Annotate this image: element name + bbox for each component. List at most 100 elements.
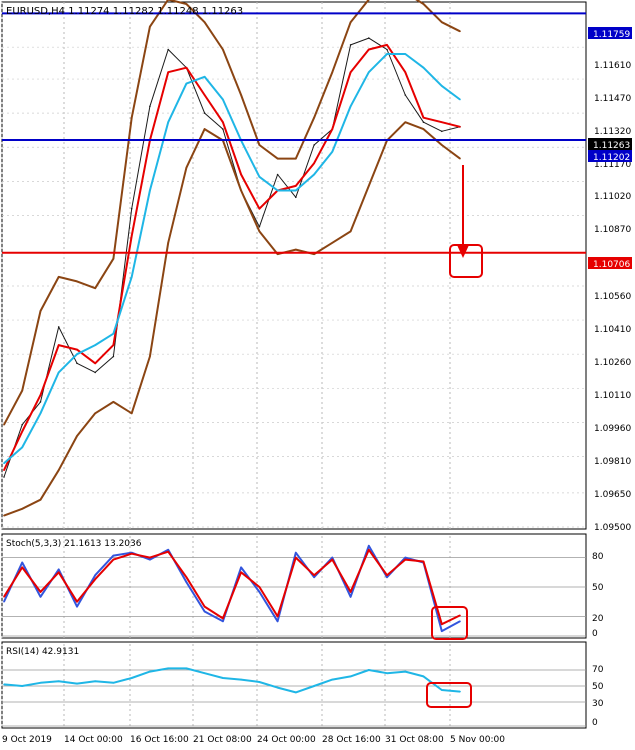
- data-point: [57, 680, 60, 682]
- y-tick-label: 1.11020: [594, 192, 631, 202]
- data-point: [76, 348, 78, 351]
- price-tag-bg: [588, 150, 632, 162]
- data-point: [185, 66, 188, 69]
- data-point: [422, 121, 425, 123]
- down-arrow-head: [457, 245, 469, 258]
- series-line: [3, 121, 461, 517]
- data-point: [459, 30, 461, 33]
- data-point: [240, 678, 242, 681]
- data-point: [459, 157, 461, 160]
- series-line: [3, 53, 461, 465]
- series-line: [3, 667, 461, 694]
- y-tick-label: 0: [592, 718, 598, 728]
- data-point: [368, 549, 370, 551]
- data-point: [368, 185, 370, 187]
- data-point: [295, 248, 297, 251]
- price-grid: [1, 2, 586, 529]
- data-point: [441, 130, 443, 133]
- data-point: [331, 151, 334, 153]
- data-point: [203, 76, 206, 78]
- data-point: [130, 116, 133, 119]
- x-tick-label: 14 Oct 00:00: [64, 735, 123, 745]
- data-point: [130, 276, 133, 278]
- data-point: [149, 355, 151, 358]
- data-point: [422, 128, 425, 130]
- data-point: [349, 596, 352, 598]
- data-point: [94, 344, 96, 346]
- data-point: [422, 675, 425, 678]
- data-point: [76, 435, 78, 437]
- data-point: [203, 605, 206, 608]
- stoch-panel-frame: [1, 533, 587, 639]
- data-point: [112, 257, 115, 260]
- data-point: [21, 423, 24, 426]
- data-point: [240, 173, 242, 176]
- data-point: [441, 85, 443, 87]
- data-point: [349, 591, 352, 593]
- data-point: [331, 71, 334, 73]
- data-point: [404, 71, 407, 73]
- data-point: [276, 173, 279, 176]
- price-tag: 1.11759: [593, 30, 630, 40]
- data-point: [349, 71, 352, 73]
- data-point: [203, 21, 206, 24]
- data-point: [130, 207, 133, 210]
- data-point: [295, 551, 297, 554]
- data-point: [21, 561, 24, 564]
- data-point: [258, 230, 261, 233]
- target-box-stoch: [431, 606, 468, 640]
- rsi-y-ticks: 70 50 30 0: [592, 665, 604, 728]
- y-tick-label: 1.10260: [594, 358, 631, 368]
- data-point: [203, 610, 206, 613]
- data-point: [295, 691, 297, 694]
- y-tick-label: 0: [592, 629, 598, 639]
- data-point: [112, 401, 115, 403]
- data-point: [295, 157, 297, 160]
- data-point: [258, 226, 261, 228]
- data-point: [3, 423, 5, 426]
- data-point: [313, 576, 315, 578]
- y-tick-label: 1.09650: [594, 490, 631, 500]
- price-tag-bg: [588, 27, 632, 39]
- stoch-y-ticks: 80 50 20 0: [592, 552, 604, 639]
- data-point: [331, 558, 334, 561]
- data-point: [404, 558, 407, 561]
- y-tick-label: 1.11320: [594, 127, 631, 137]
- data-point: [21, 508, 24, 510]
- data-point: [57, 276, 60, 278]
- data-point: [313, 116, 315, 119]
- data-point: [386, 53, 388, 55]
- data-point: [349, 675, 352, 678]
- data-point: [331, 678, 334, 681]
- data-point: [441, 144, 443, 146]
- data-point: [240, 571, 242, 574]
- price-tag: 1.11202: [593, 153, 630, 163]
- data-point: [313, 574, 315, 576]
- data-point: [203, 672, 206, 674]
- data-point: [130, 677, 133, 679]
- data-point: [459, 98, 461, 101]
- data-point: [149, 105, 151, 108]
- data-point: [368, 545, 370, 547]
- data-point: [185, 581, 188, 583]
- target-box-price: [449, 244, 483, 278]
- data-point: [57, 344, 60, 346]
- data-point: [149, 25, 151, 28]
- data-point: [459, 620, 461, 623]
- x-tick-label: 28 Oct 16:00: [322, 735, 381, 745]
- y-tick-label: 1.09500: [594, 523, 631, 533]
- x-tick-label: 5 Nov 00:00: [450, 735, 505, 745]
- data-point: [295, 556, 297, 559]
- data-point: [94, 287, 96, 290]
- y-tick-label: 1.09810: [594, 457, 631, 467]
- data-point: [422, 116, 425, 119]
- data-point: [149, 556, 151, 559]
- data-point: [57, 571, 60, 574]
- y-tick-label: 70: [592, 665, 604, 675]
- data-point: [276, 620, 279, 623]
- data-point: [240, 566, 242, 569]
- data-point: [39, 412, 42, 415]
- data-point: [21, 446, 24, 449]
- y-tick-label: 1.10410: [594, 325, 631, 335]
- data-point: [441, 689, 443, 691]
